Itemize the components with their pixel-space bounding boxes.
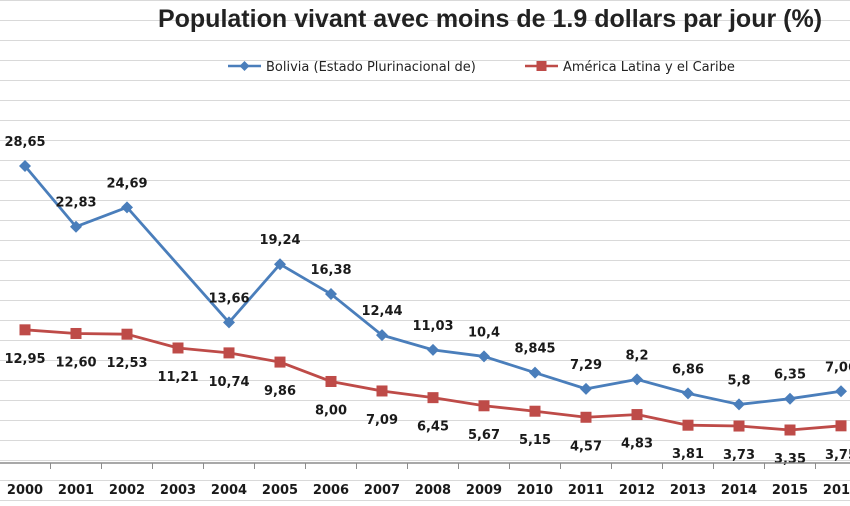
x-tick-label: 2011	[568, 483, 604, 498]
data-label: 5,67	[468, 428, 500, 443]
series-bolivia: 28,65 22,83 24,69 13,66 19,24 16,38 12,44 11,03…	[4, 135, 850, 411]
data-point	[376, 385, 388, 397]
data-label: 8,00	[315, 403, 347, 418]
data-point	[631, 373, 643, 386]
x-tick-label: 2009	[466, 483, 502, 498]
data-label: 8,845	[514, 342, 555, 357]
chart-title: Population vivant avec moins de 1.9 doll…	[158, 5, 822, 33]
data-point	[376, 329, 388, 342]
x-axis: 2000 2001 2002 2003 2004 2005 2006 2007 2008 2009…	[0, 462, 850, 498]
data-label: 24,69	[106, 176, 147, 191]
data-label: 3,35	[774, 452, 806, 467]
data-point	[733, 420, 745, 432]
data-point	[223, 316, 235, 329]
data-label: 12,53	[106, 356, 147, 371]
legend: Bolivia (Estado Plurinacional de) América…	[228, 60, 735, 75]
x-tick-label: 2000	[7, 483, 43, 498]
data-point	[682, 387, 694, 400]
x-tick-label: 2005	[262, 483, 298, 498]
data-label: 6,86	[672, 362, 704, 377]
data-point	[70, 220, 82, 233]
series-latin-america: 12,95 12,60 12,53 11,21 10,74 9,86 8,00 7,09 6,4…	[4, 324, 850, 467]
data-label: 11,03	[412, 319, 453, 334]
data-point	[529, 366, 541, 379]
legend-marker	[536, 61, 547, 71]
legend-label: América Latina y el Caribe	[563, 60, 735, 75]
data-label: 6,45	[417, 420, 449, 435]
data-label: 5,8	[727, 373, 750, 388]
series-layer: 28,65 22,83 24,69 13,66 19,24 16,38 12,44 11,03…	[4, 135, 850, 467]
data-label: 8,2	[625, 348, 648, 363]
data-point	[325, 288, 337, 301]
data-label: 3,75	[825, 448, 850, 463]
x-tick-label: 2012	[619, 483, 655, 498]
legend-marker	[239, 61, 250, 71]
x-tick-label: 2007	[364, 483, 400, 498]
data-point	[784, 424, 796, 436]
data-point	[427, 343, 439, 356]
x-tick-label: 2015	[772, 483, 808, 498]
data-label: 10,74	[208, 375, 249, 390]
data-point	[121, 201, 133, 214]
data-point	[478, 400, 490, 412]
data-point	[274, 258, 286, 271]
data-point	[70, 327, 82, 339]
data-point	[121, 328, 133, 340]
x-tick-label: 2002	[109, 483, 145, 498]
data-label: 11,21	[157, 370, 198, 385]
data-point	[784, 392, 796, 405]
data-label: 7,09	[366, 413, 398, 428]
x-tick-label: 2004	[211, 483, 247, 498]
data-label: 9,86	[264, 384, 296, 399]
x-tick-label: 2008	[415, 483, 451, 498]
data-point	[19, 160, 31, 172]
data-label: 4,83	[621, 437, 653, 452]
data-point	[733, 398, 745, 411]
data-label: 12,95	[4, 352, 45, 367]
data-point	[274, 356, 286, 368]
data-label: 3,81	[672, 447, 704, 462]
data-point	[19, 324, 31, 336]
data-point	[427, 392, 439, 404]
data-point	[580, 382, 592, 395]
x-tick-label: 2014	[721, 483, 757, 498]
data-point	[325, 375, 337, 387]
series-line	[23, 165, 842, 406]
x-tick-label: 2003	[160, 483, 196, 498]
data-point	[682, 419, 694, 431]
data-label: 4,57	[570, 439, 602, 454]
x-tick-label: 2013	[670, 483, 706, 498]
data-label: 28,65	[4, 135, 45, 150]
data-label: 12,60	[55, 355, 96, 370]
data-point	[172, 342, 184, 354]
data-label: 7,06	[825, 360, 850, 375]
data-point	[835, 385, 847, 398]
data-label: 6,35	[774, 368, 806, 383]
data-point	[478, 350, 490, 363]
data-label: 7,29	[570, 358, 602, 373]
data-label: 16,38	[310, 263, 351, 278]
data-label: 10,4	[468, 325, 500, 340]
data-label: 3,73	[723, 448, 755, 463]
data-point	[835, 420, 847, 432]
data-point	[529, 405, 541, 417]
x-tick-label: 2001	[58, 483, 94, 498]
data-label: 13,66	[208, 291, 249, 306]
data-point	[631, 409, 643, 421]
data-label: 12,44	[361, 304, 402, 319]
data-label: 19,24	[259, 233, 300, 248]
data-label: 5,15	[519, 433, 551, 448]
data-label: 22,83	[55, 196, 96, 211]
x-tick-label: 2010	[517, 483, 553, 498]
legend-label: Bolivia (Estado Plurinacional de)	[266, 60, 476, 75]
data-point	[223, 347, 235, 359]
x-tick-label: 2006	[313, 483, 349, 498]
data-point	[580, 411, 592, 423]
x-tick-label: 2016	[823, 483, 850, 498]
